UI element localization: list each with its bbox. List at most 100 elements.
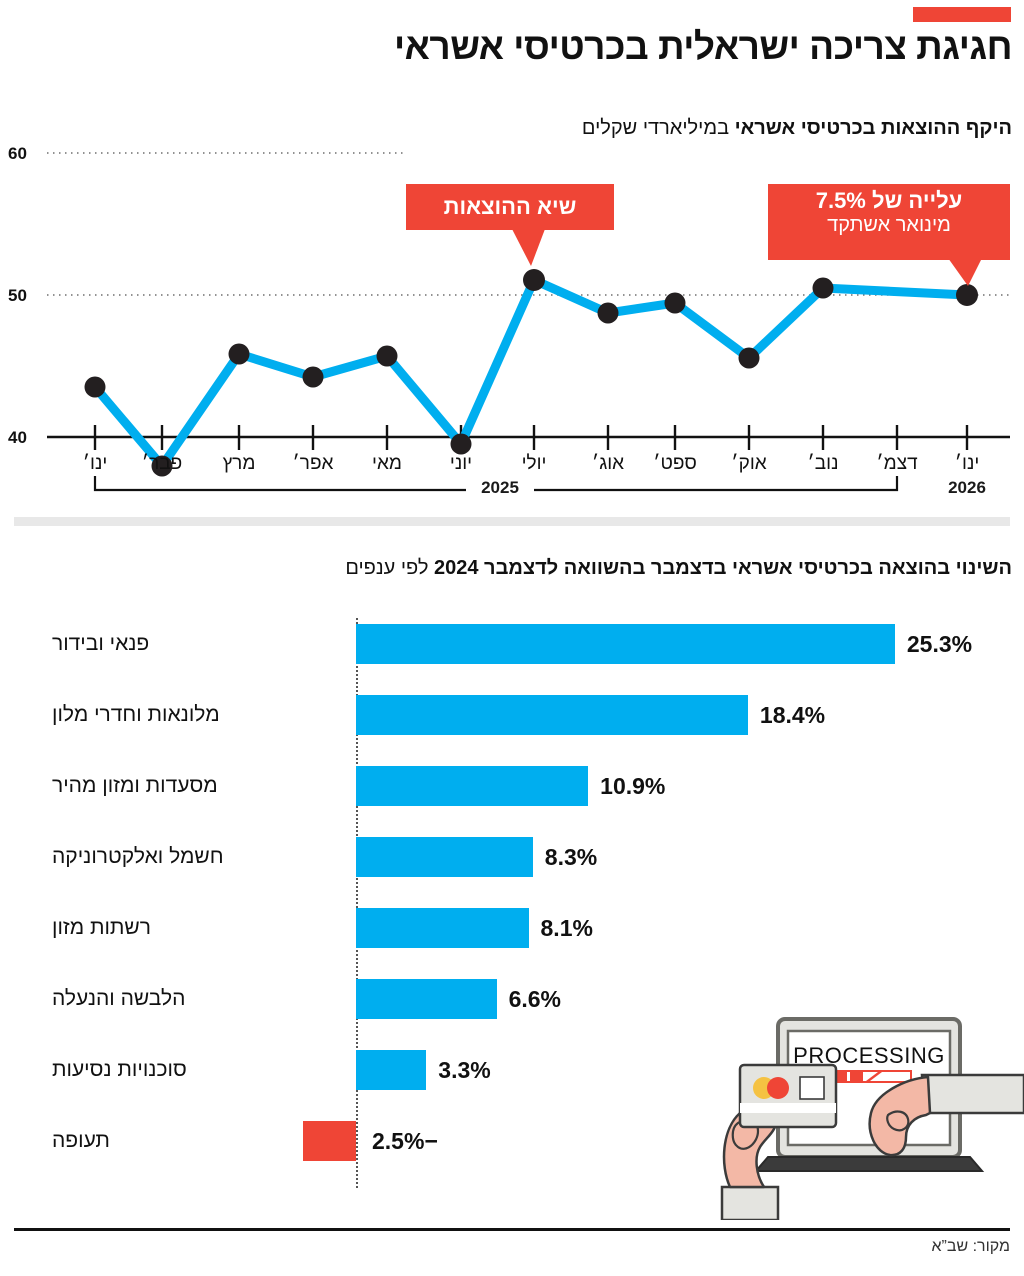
x-axis-tick-label: פבר׳ — [141, 453, 183, 474]
y-axis-label-40: 40 — [8, 428, 27, 447]
card-chip — [799, 1076, 825, 1100]
bar-value-label: 18.4% — [759, 702, 826, 728]
callout-growth-line2: מינואר אשתקד — [827, 213, 951, 236]
bar-row: חשמל ואלקטרוניקה 8.3% — [0, 831, 1024, 883]
bar-category-label: מלונאות וחדרי מלון — [52, 703, 220, 726]
callout-peak — [406, 184, 614, 266]
line-chart-subtitle-strong: היקף ההוצאות בכרטיסי אשראי — [734, 117, 1012, 139]
line-data-points — [84, 269, 978, 477]
x-axis-tick-label: ינו׳ — [82, 453, 108, 474]
x-axis-tick-label: מאי — [372, 453, 402, 474]
x-axis-ticks — [93, 425, 969, 450]
left-sleeve — [720, 1185, 780, 1222]
bar-positive — [356, 1050, 427, 1090]
illustration-svg: PROCESSING — [720, 1017, 1024, 1222]
laptop-base — [753, 1156, 985, 1172]
data-point-last — [956, 284, 978, 306]
bar-row: מסעדות ומזון מהיר 10.9% — [0, 760, 1024, 812]
bar-row: תעופה −2.5% — [0, 1115, 1024, 1167]
x-axis-tick-label: אוג׳ — [591, 453, 625, 474]
progress-segment — [850, 1072, 863, 1081]
x-axis-tick-label: יוני — [449, 453, 473, 474]
progress-segment — [834, 1072, 847, 1081]
accent-bar — [913, 7, 1011, 22]
callout-peak-tail — [512, 229, 545, 266]
bar-category-label: מסעדות ומזון מהיר — [52, 774, 218, 797]
callout-peak-box — [406, 184, 614, 230]
section-divider — [14, 517, 1010, 526]
page-title: חגיגת צריכה ישראלית בכרטיסי אשראי — [394, 26, 1012, 67]
bar-value-label: 8.1% — [540, 915, 593, 941]
bar-value-label: 6.6% — [508, 986, 562, 1012]
data-point-peak — [523, 269, 545, 291]
right-hand — [868, 1075, 932, 1157]
source-note: מקור: שב”א — [931, 1238, 1011, 1255]
callout-growth — [768, 184, 1010, 286]
line-chart-subtitle-light: במיליארדי שקלים — [581, 117, 735, 139]
data-point — [376, 345, 398, 367]
bar-zero-axis — [356, 618, 358, 1188]
data-point — [84, 376, 106, 398]
bar-chart: פנאי ובידור 25.3% מלונאות וחדרי מלון 18.4% מ… — [0, 618, 1024, 1198]
bar-row: פנאי ובידור 25.3% — [0, 618, 1024, 670]
right-hand-thumb — [886, 1110, 910, 1132]
x-axis-tick-label: נוב׳ — [807, 453, 839, 474]
bar-positive — [356, 695, 748, 735]
bar-category-label: חשמל ואלקטרוניקה — [52, 845, 224, 868]
card-logo-circle-right — [767, 1077, 789, 1099]
data-point — [228, 343, 250, 365]
bar-positive — [356, 837, 533, 877]
bar-value-label: 10.9% — [600, 773, 666, 799]
bar-chart-subtitle: השינוי בהוצאה בכרטיסי אשראי בדצמבר בהשוו… — [12, 556, 1012, 580]
data-point — [151, 455, 173, 477]
right-sleeve — [920, 1073, 1024, 1115]
bar-positive — [356, 766, 589, 806]
data-point — [738, 347, 760, 369]
callout-growth-tail — [948, 258, 982, 286]
x-axis-tick-label: ינו׳ — [954, 453, 980, 474]
bar-category-label: רשתות מזון — [52, 916, 151, 939]
x-axis-tick-label: דצמ׳ — [876, 453, 918, 474]
data-point — [812, 277, 834, 299]
bar-negative — [302, 1121, 356, 1161]
x-axis-tick-label: ספט׳ — [653, 453, 697, 474]
y-axis-label-60: 60 — [8, 144, 27, 163]
bar-value-label: 25.3% — [906, 631, 973, 657]
data-point — [597, 302, 619, 324]
bar-positive — [356, 908, 529, 948]
period-label-2026: 2026 — [948, 478, 986, 497]
bar-row: סוכנויות נסיעות 3.3% — [0, 1044, 1024, 1096]
bar-positive — [356, 979, 497, 1019]
bar-value-label: 3.3% — [438, 1057, 491, 1083]
data-point — [302, 366, 324, 388]
bar-category-label: סוכנויות נסיעות — [52, 1058, 187, 1081]
x-axis-tick-label: אפר׳ — [292, 453, 334, 474]
bar-category-label: הלבשה והנעלה — [52, 987, 186, 1010]
bar-chart-subtitle-strong: השינוי בהוצאה בכרטיסי אשראי בדצמבר בהשוו… — [434, 557, 1012, 579]
y-axis-label-50: 50 — [8, 286, 27, 305]
bar-chart-subtitle-light: לפי ענפים — [345, 557, 434, 579]
bar-row: מלונאות וחדרי מלון 18.4% — [0, 689, 1024, 741]
line-chart-subtitle: היקף ההוצאות בכרטיסי אשראי במיליארדי שקל… — [12, 116, 1012, 140]
x-axis-tick-label: יולי — [521, 453, 547, 474]
bar-value-label: −2.5% — [372, 1128, 438, 1154]
bar-row: רשתות מזון 8.1% — [0, 902, 1024, 954]
credit-card-stripe — [740, 1103, 836, 1113]
bar-positive — [356, 624, 895, 664]
x-axis-tick-label: אוק׳ — [731, 453, 767, 474]
bar-category-label: פנאי ובידור — [52, 632, 150, 655]
bar-row: הלבשה והנעלה 6.6% — [0, 973, 1024, 1025]
x-axis-tick-label: מרץ — [222, 453, 256, 474]
credit-card-payment-illustration: PROCESSING — [700, 1005, 1024, 1222]
data-point — [450, 433, 472, 455]
callout-peak-label: שיא ההוצאות — [443, 194, 577, 219]
callout-growth-line1: עלייה של 7.5% — [815, 188, 963, 213]
credit-card — [738, 1063, 838, 1129]
line-chart-svg — [47, 152, 1010, 492]
footer-rule — [14, 1228, 1010, 1231]
progress-segment — [866, 1072, 882, 1081]
callout-growth-box — [768, 184, 1010, 260]
data-point — [664, 292, 686, 314]
bar-value-label: 8.3% — [544, 844, 598, 870]
